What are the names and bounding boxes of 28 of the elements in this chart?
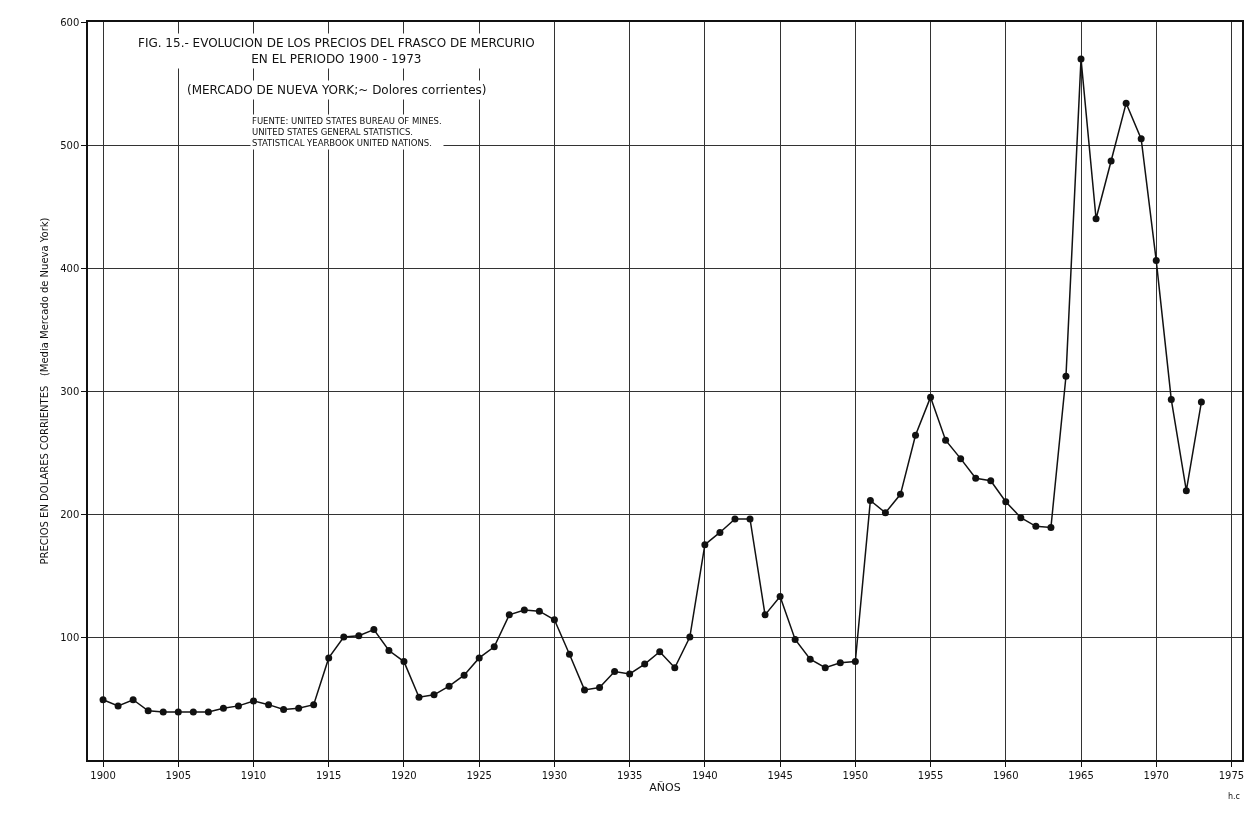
y-tick-label: 400 [60, 262, 80, 274]
x-tick-label: 1930 [541, 769, 568, 781]
x-tick-label: 1915 [316, 769, 342, 781]
y-tick-label: 100 [60, 631, 80, 643]
y-tick-label: 300 [60, 385, 80, 397]
annotation: FUENTE: UNITED STATES BUREAU OF MINES. UNITED STATES GENERAL STATISTICS. STATISTICAL YEARBOOK UNITED NATIONS. [252, 116, 442, 149]
y-tick-label: 600 [60, 16, 80, 28]
x-tick-label: 1960 [993, 769, 1019, 781]
text: (MERCADO DE NUEVA YORK;~ Dolores corrientes) [187, 83, 487, 97]
x-tick-label: 1955 [917, 769, 944, 781]
x-tick-label: 1975 [1218, 769, 1245, 781]
x-tick-label: 1940 [692, 769, 718, 781]
x-tick-label: 1945 [767, 769, 793, 781]
x-axis-title: AÑOS [649, 781, 681, 795]
x-tick-label: 1900 [90, 769, 116, 781]
x-tick-label: 1905 [165, 769, 191, 781]
x-tick-label: 1935 [616, 769, 643, 781]
x-tick-label: 1910 [240, 769, 267, 781]
x-tick-label: 1925 [466, 769, 492, 781]
y-axis-title: PRECIOS EN DOLARES CORRIENTES (Media Mercado de Nueva York) [38, 217, 50, 565]
x-tick-label: 1920 [391, 769, 417, 781]
text: h.c [1228, 792, 1241, 801]
x-tick-label: 1965 [1068, 769, 1094, 781]
y-tick-label: 500 [60, 139, 80, 151]
x-tick-label: 1950 [842, 769, 869, 781]
text: FIG. 15.- EVOLUCION DE LOS PRECIOS DEL FRASCO DE MERCURIO EN EL PERIODO 1900 - 1973 [138, 36, 535, 66]
x-tick-label: 1970 [1143, 769, 1169, 781]
y-tick-label: 200 [60, 508, 80, 520]
